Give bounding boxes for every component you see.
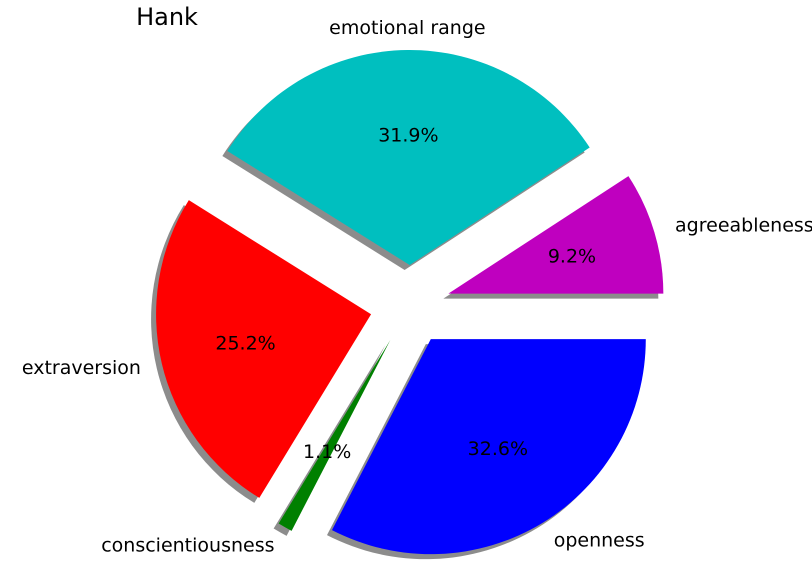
wedge-label: emotional range	[329, 17, 485, 39]
wedge-label: conscientiousness	[101, 535, 274, 557]
wedge	[331, 339, 646, 555]
wedge	[156, 200, 372, 498]
chart-title: Hank	[136, 3, 198, 31]
wedge-label: agreeableness	[675, 215, 812, 237]
pct-label: 31.9%	[378, 125, 438, 147]
pct-label: 1.1%	[303, 441, 351, 463]
wedge	[278, 339, 391, 531]
wedge-label: openness	[554, 530, 645, 552]
wedge-label: extraversion	[22, 357, 141, 379]
wedge	[227, 50, 590, 266]
pct-label: 32.6%	[468, 438, 528, 460]
wedge	[448, 176, 664, 294]
pct-label: 25.2%	[215, 332, 275, 354]
pct-label: 9.2%	[548, 245, 596, 267]
